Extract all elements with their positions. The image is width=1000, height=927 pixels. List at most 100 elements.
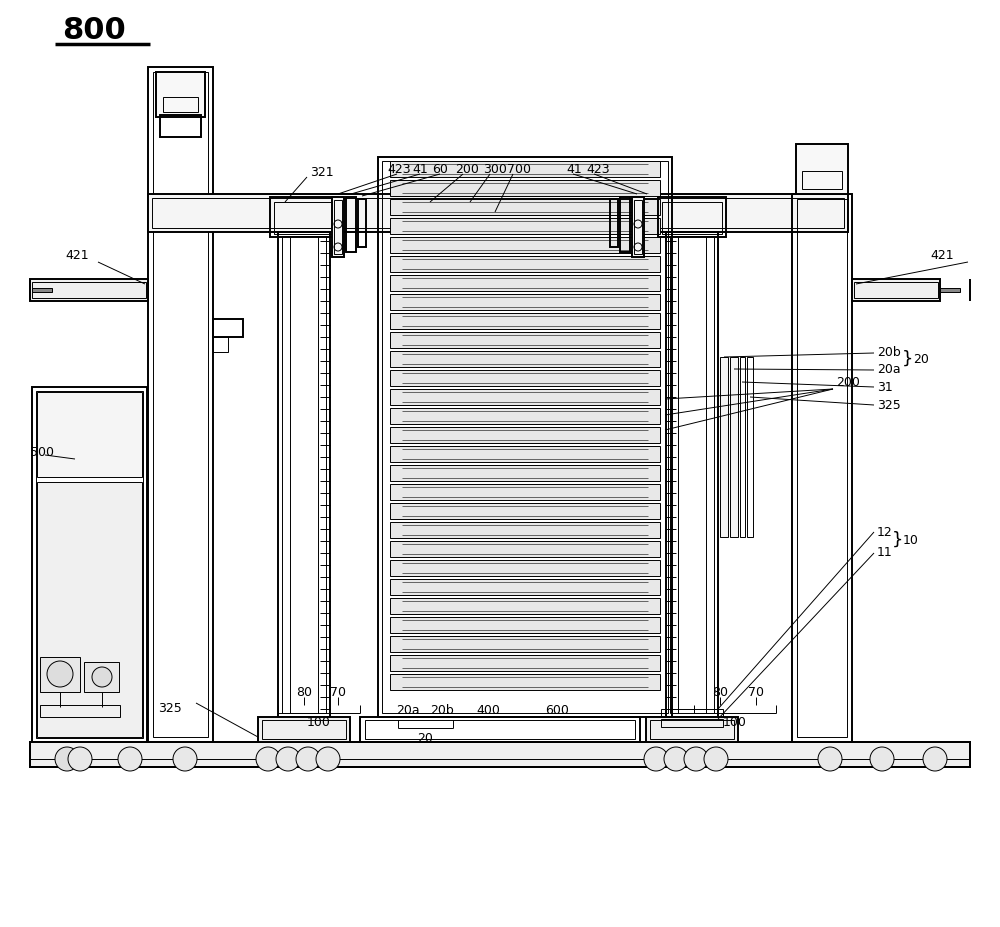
Bar bbox=[670, 236, 714, 713]
Circle shape bbox=[47, 661, 73, 687]
Bar bbox=[390, 427, 660, 443]
Bar bbox=[632, 197, 644, 257]
Text: 20: 20 bbox=[417, 731, 433, 744]
Bar bbox=[658, 197, 726, 237]
Text: 400: 400 bbox=[476, 705, 500, 717]
Bar bbox=[390, 484, 660, 500]
Text: 11: 11 bbox=[877, 545, 893, 558]
Text: 80: 80 bbox=[712, 685, 728, 699]
Circle shape bbox=[818, 747, 842, 771]
Bar bbox=[747, 357, 753, 537]
Text: 10: 10 bbox=[903, 534, 919, 547]
Circle shape bbox=[92, 667, 112, 687]
Bar bbox=[32, 282, 146, 298]
Text: 421: 421 bbox=[930, 248, 954, 261]
Bar bbox=[390, 294, 660, 310]
Circle shape bbox=[68, 747, 92, 771]
Circle shape bbox=[173, 747, 197, 771]
Bar bbox=[274, 202, 334, 234]
Bar bbox=[610, 199, 618, 247]
Text: 60: 60 bbox=[432, 162, 448, 175]
Bar bbox=[390, 579, 660, 595]
Bar bbox=[30, 742, 970, 767]
Bar bbox=[30, 742, 970, 767]
Bar bbox=[390, 408, 660, 424]
Bar bbox=[365, 720, 635, 739]
Bar bbox=[390, 446, 660, 462]
Bar bbox=[661, 709, 723, 717]
Bar bbox=[390, 541, 660, 557]
Bar bbox=[390, 218, 660, 234]
Bar bbox=[213, 337, 228, 352]
Bar bbox=[278, 232, 330, 717]
Text: 41: 41 bbox=[566, 162, 582, 175]
Bar bbox=[282, 236, 326, 713]
Circle shape bbox=[870, 747, 894, 771]
Bar bbox=[37, 392, 142, 477]
Text: 321: 321 bbox=[310, 166, 334, 179]
Bar bbox=[740, 357, 745, 537]
Text: 20b: 20b bbox=[877, 346, 901, 359]
Bar bbox=[346, 197, 356, 252]
Bar bbox=[797, 199, 847, 737]
Bar bbox=[390, 275, 660, 291]
Text: 200: 200 bbox=[455, 162, 479, 175]
Bar bbox=[378, 157, 672, 717]
Bar bbox=[390, 180, 660, 196]
Bar bbox=[360, 717, 640, 742]
Bar bbox=[390, 617, 660, 633]
Text: 700: 700 bbox=[507, 162, 531, 175]
Text: 325: 325 bbox=[158, 703, 182, 716]
Circle shape bbox=[704, 747, 728, 771]
Bar bbox=[390, 465, 660, 481]
Bar bbox=[390, 503, 660, 519]
Bar bbox=[802, 171, 842, 189]
Bar bbox=[270, 197, 338, 237]
Bar bbox=[334, 200, 342, 254]
Bar bbox=[358, 199, 366, 247]
Text: 800: 800 bbox=[62, 16, 126, 44]
Bar bbox=[30, 279, 148, 301]
Bar bbox=[650, 720, 734, 739]
Circle shape bbox=[256, 747, 280, 771]
Bar bbox=[390, 370, 660, 386]
Bar bbox=[160, 115, 201, 137]
Circle shape bbox=[684, 747, 708, 771]
Bar bbox=[390, 256, 660, 272]
Circle shape bbox=[276, 747, 300, 771]
Text: 20a: 20a bbox=[396, 705, 420, 717]
Text: 20: 20 bbox=[913, 352, 929, 365]
Text: 200: 200 bbox=[836, 375, 860, 388]
Text: 70: 70 bbox=[748, 685, 764, 699]
Bar bbox=[730, 357, 738, 537]
Bar bbox=[156, 72, 205, 117]
Circle shape bbox=[316, 747, 340, 771]
Bar bbox=[40, 657, 80, 692]
Bar bbox=[262, 720, 346, 739]
Bar bbox=[390, 655, 660, 671]
Bar bbox=[37, 482, 142, 737]
Bar bbox=[148, 194, 848, 232]
Bar bbox=[854, 282, 938, 298]
Circle shape bbox=[296, 747, 320, 771]
Text: }: } bbox=[892, 531, 903, 549]
Bar bbox=[661, 719, 723, 727]
Bar bbox=[84, 662, 119, 692]
Text: 423: 423 bbox=[586, 162, 610, 175]
Bar bbox=[852, 279, 940, 301]
Text: 600: 600 bbox=[545, 705, 569, 717]
Circle shape bbox=[55, 747, 79, 771]
Text: 41: 41 bbox=[412, 162, 428, 175]
Bar bbox=[390, 351, 660, 367]
Bar bbox=[390, 674, 660, 690]
Text: 325: 325 bbox=[877, 399, 901, 412]
Bar bbox=[390, 560, 660, 576]
Text: 421: 421 bbox=[65, 248, 89, 261]
Text: 500: 500 bbox=[30, 446, 54, 459]
Bar bbox=[646, 717, 738, 742]
Bar bbox=[40, 705, 120, 717]
Bar bbox=[390, 598, 660, 614]
Text: }: } bbox=[902, 350, 913, 368]
Bar bbox=[390, 389, 660, 405]
Bar bbox=[666, 232, 718, 717]
